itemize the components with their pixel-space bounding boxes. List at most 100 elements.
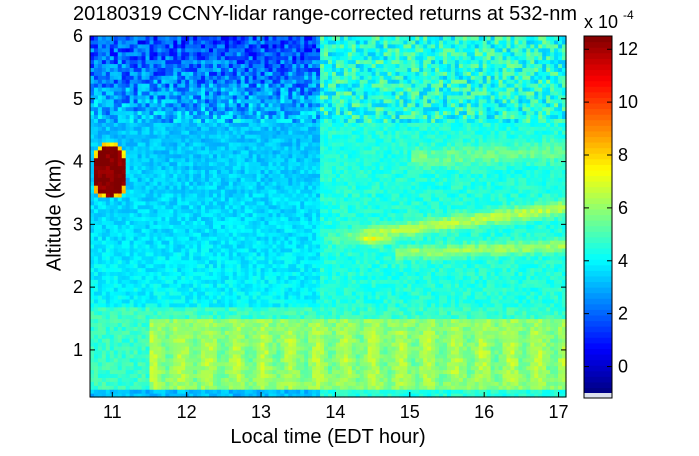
heatmap-cell [113, 259, 119, 265]
heatmap-cell [109, 302, 115, 308]
heatmap-cell [149, 122, 155, 127]
heatmap-cell [101, 283, 107, 288]
heatmap-cell [90, 385, 95, 390]
heatmap-cell [177, 377, 182, 382]
heatmap-cell [197, 106, 202, 112]
heatmap-cell [133, 169, 139, 174]
heatmap-cell [169, 67, 174, 72]
heatmap-cell [201, 389, 206, 394]
heatmap-cell [90, 110, 95, 116]
heatmap-cell [252, 192, 258, 198]
heatmap-cell [276, 369, 281, 375]
heatmap-cell [141, 134, 147, 139]
heatmap-cell [157, 185, 162, 190]
heatmap-cell [109, 283, 115, 288]
heatmap-cell [165, 130, 170, 135]
heatmap-cell [165, 141, 170, 147]
heatmap-cell [121, 114, 127, 119]
heatmap-cell [133, 90, 139, 96]
heatmap-cell [173, 318, 178, 324]
heatmap-cell [304, 353, 309, 359]
heatmap-cell [93, 259, 99, 265]
heatmap-cell [105, 71, 111, 76]
heatmap-cell [145, 212, 151, 218]
heatmap-cell [268, 212, 274, 218]
heatmap-cell [272, 287, 278, 292]
heatmap-cell [248, 232, 254, 237]
heatmap-cell [149, 169, 155, 174]
heatmap-cell [161, 196, 166, 202]
heatmap-cell [248, 43, 254, 49]
heatmap-cell [165, 39, 170, 45]
heatmap-cell [244, 236, 250, 241]
heatmap-cell [197, 102, 202, 108]
heatmap-cell [284, 55, 289, 61]
heatmap-cell [264, 165, 270, 171]
heatmap-cell [153, 306, 159, 312]
heatmap-cell [232, 192, 238, 198]
heatmap-cell [280, 153, 285, 159]
heatmap-cell [296, 240, 301, 245]
heatmap-cell [264, 55, 270, 61]
heatmap-cell [113, 263, 119, 269]
heatmap-cell [288, 157, 293, 163]
heatmap-cell [248, 173, 254, 178]
heatmap-cell [216, 83, 222, 88]
heatmap-cell [189, 126, 194, 131]
heatmap-cell [93, 63, 99, 68]
heatmap-cell [133, 345, 139, 351]
heatmap-cell [145, 306, 151, 312]
heatmap-cell [113, 55, 119, 61]
heatmap-cell [157, 212, 162, 218]
heatmap-cell [101, 114, 107, 119]
heatmap-cell [224, 314, 230, 320]
heatmap-cell [224, 287, 230, 292]
heatmap-cell [97, 47, 103, 53]
heatmap-cell [248, 353, 254, 359]
heatmap-cell [248, 275, 254, 280]
heatmap-cell [280, 177, 285, 182]
heatmap-cell [177, 216, 182, 222]
heatmap-cell [185, 181, 190, 186]
heatmap-cell [209, 177, 214, 182]
heatmap-cell [141, 39, 147, 45]
heatmap-cell [276, 169, 281, 174]
heatmap-cell [272, 55, 278, 61]
heatmap-cell [153, 39, 159, 45]
heatmap-cell [129, 122, 135, 127]
heatmap-cell [177, 291, 182, 296]
heatmap-cell [256, 36, 262, 41]
heatmap-cell [189, 204, 194, 210]
heatmap-cell [224, 94, 230, 100]
heatmap-cell [109, 177, 115, 182]
heatmap-cell [165, 126, 170, 131]
heatmap-cell [292, 306, 297, 312]
heatmap-cell [220, 353, 226, 359]
heatmap-cell [197, 63, 202, 68]
heatmap-cell [113, 212, 119, 218]
heatmap-cell [248, 122, 254, 127]
heatmap-cell [185, 157, 190, 163]
heatmap-cell [90, 298, 95, 304]
heatmap-cell [113, 298, 119, 304]
heatmap-cell [272, 263, 278, 269]
heatmap-cell [264, 365, 270, 371]
heatmap-cell [157, 302, 162, 308]
heatmap-cell [181, 149, 186, 155]
heatmap-cell [145, 83, 151, 88]
heatmap-cell [252, 138, 258, 143]
heatmap-cell [157, 200, 162, 206]
heatmap-cell [165, 326, 170, 331]
heatmap-cell [145, 271, 151, 276]
heatmap-cell [185, 271, 190, 276]
heatmap-cell [165, 306, 170, 312]
heatmap-cell [177, 263, 182, 269]
heatmap-cell [109, 298, 115, 304]
heatmap-cell [288, 330, 293, 335]
heatmap-cell [137, 208, 143, 214]
heatmap-cell [113, 236, 119, 241]
heatmap-cell [220, 365, 226, 371]
heatmap-cell [244, 255, 250, 261]
heatmap-cell [205, 357, 210, 363]
heatmap-cell [109, 106, 115, 112]
